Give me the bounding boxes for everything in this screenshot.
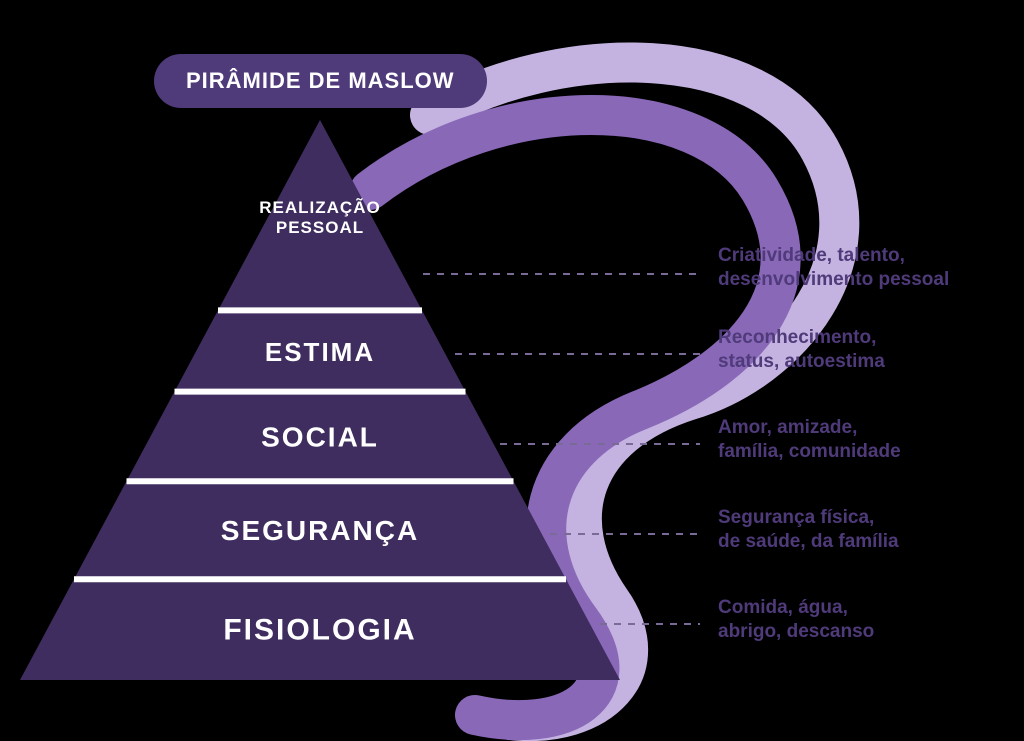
description-line: Segurança física, (718, 506, 899, 530)
diagram-canvas: PIRÂMIDE DE MASLOW REALIZAÇÃOPESSOALESTI… (0, 0, 1024, 741)
description-line: status, autoestima (718, 350, 885, 374)
description-fisiologia: Comida, água,abrigo, descanso (718, 596, 874, 644)
level-label-seguranca: SEGURANÇA (221, 515, 419, 546)
description-realizacao: Criatividade, talento,desenvolvimento pe… (718, 244, 949, 292)
level-label-social: SOCIAL (261, 421, 379, 452)
description-line: abrigo, descanso (718, 620, 874, 644)
description-line: Criatividade, talento, (718, 244, 949, 268)
level-label-realizacao: REALIZAÇÃO (259, 197, 380, 217)
level-label-estima: ESTIMA (265, 337, 375, 367)
description-estima: Reconhecimento,status, autoestima (718, 326, 885, 374)
level-label-fisiologia: FISIOLOGIA (223, 614, 416, 647)
description-line: de saúde, da família (718, 530, 899, 554)
description-line: Reconhecimento, (718, 326, 885, 350)
description-line: Amor, amizade, (718, 416, 901, 440)
description-social: Amor, amizade,família, comunidade (718, 416, 901, 464)
description-line: desenvolvimento pessoal (718, 268, 949, 292)
description-seguranca: Segurança física,de saúde, da família (718, 506, 899, 554)
level-label-realizacao: PESSOAL (276, 218, 364, 237)
description-line: Comida, água, (718, 596, 874, 620)
description-line: família, comunidade (718, 440, 901, 464)
